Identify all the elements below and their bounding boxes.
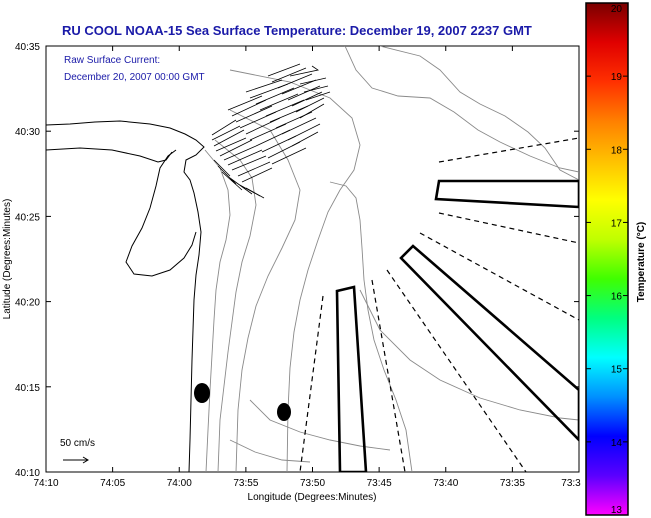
radar-boxes	[335, 179, 579, 472]
x-tick-label: 74:05	[100, 478, 125, 489]
x-tick-label: 73:50	[300, 478, 325, 489]
coastline-inlet	[125, 149, 197, 277]
x-tick-label: 73:40	[433, 478, 458, 489]
x-tick-label: 73:3	[561, 478, 581, 489]
y-tick-label: 40:15	[15, 383, 40, 394]
colorbar-tick-label: 14	[611, 438, 623, 449]
colorbar-tick-label: 15	[611, 365, 623, 376]
colorbar-tick-label: 17	[611, 218, 623, 229]
colorbar-tick-label: 20	[611, 4, 623, 15]
colorbar	[585, 2, 629, 516]
plot-frame	[45, 45, 580, 473]
y-axis-label: Latitude (Degrees:Minutes)	[2, 199, 13, 320]
x-axis-label: Longitude (Degrees:Minutes)	[248, 492, 377, 503]
station-marker-2	[277, 403, 291, 421]
scale-label: 50 cm/s	[60, 438, 95, 449]
coastline	[46, 120, 205, 472]
current-label-line1: Raw Surface Current:	[64, 55, 160, 66]
y-axis-ticks: 40:35 40:30 40:25 40:20 40:15 40:10	[15, 42, 579, 479]
y-tick-label: 40:10	[15, 468, 40, 479]
colorbar-tick-label: 13	[611, 505, 623, 516]
y-tick-label: 40:20	[15, 298, 40, 309]
y-tick-label: 40:25	[15, 212, 40, 223]
colorbar-tick-label: 16	[611, 292, 623, 303]
coastline-bay	[46, 147, 173, 163]
current-vector-field	[211, 63, 331, 199]
depth-contour-1	[204, 149, 231, 472]
scale-arrow-head	[82, 456, 89, 464]
radar-beam-lines	[299, 137, 579, 472]
map-content	[46, 46, 579, 472]
y-tick-label: 40:30	[15, 127, 40, 138]
current-label-line2: December 20, 2007 00:00 GMT	[64, 72, 205, 83]
depth-contour-2	[214, 139, 257, 472]
colorbar-tick-label: 19	[611, 72, 623, 83]
x-tick-label: 73:45	[367, 478, 392, 489]
depth-contour-3	[229, 109, 301, 472]
x-tick-label: 73:55	[233, 478, 258, 489]
station-marker-1	[194, 383, 210, 403]
depth-contour-4	[229, 69, 361, 472]
colorbar-label: Temperature (°C)	[636, 222, 647, 303]
depth-contour-8	[359, 289, 579, 421]
y-tick-label: 40:35	[15, 42, 40, 53]
depth-contour-5	[329, 181, 413, 472]
colorbar-ticks: 20 19 18 17 16 15 14 13	[586, 2, 628, 516]
x-tick-label: 74:00	[167, 478, 192, 489]
depth-contour-6	[379, 46, 579, 181]
colorbar-tick-label: 18	[611, 145, 623, 156]
depth-contour-7	[344, 46, 579, 173]
map-title: RU COOL NOAA-15 Sea Surface Temperature:…	[62, 23, 532, 38]
x-tick-label: 73:35	[500, 478, 525, 489]
x-axis-ticks: 74:10 74:05 74:00 73:55 73:50 73:45 73:40 73:35…	[33, 46, 581, 489]
depth-contour-10	[229, 439, 311, 463]
x-tick-label: 74:10	[33, 478, 58, 489]
